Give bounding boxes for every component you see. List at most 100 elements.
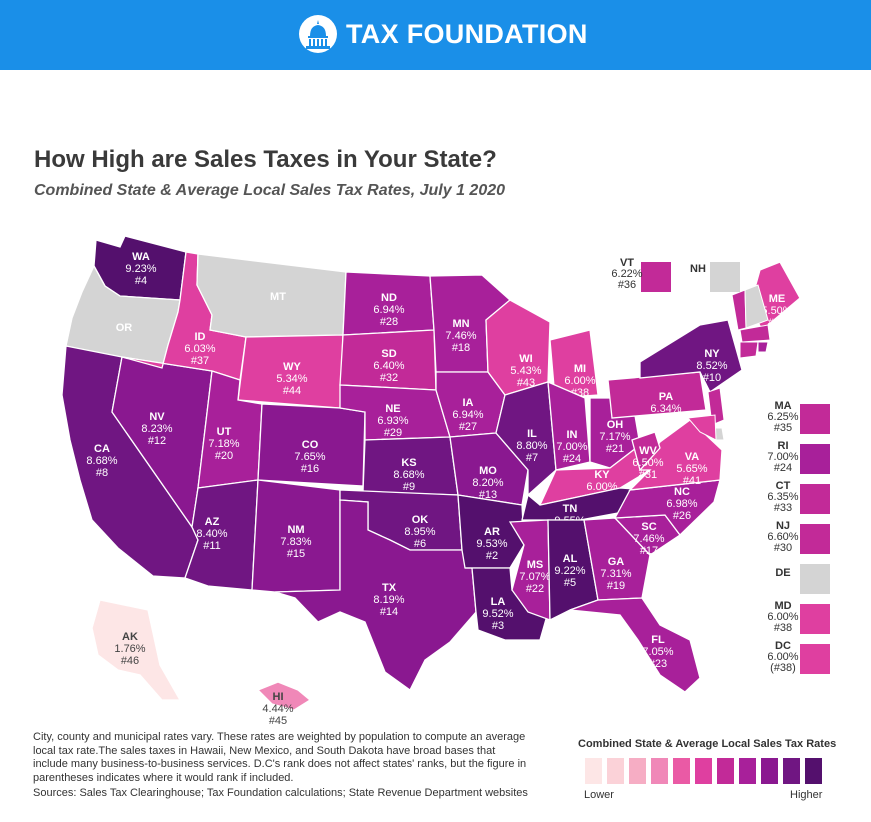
map-subtitle: Combined State & Average Local Sales Tax… [34,182,506,199]
state-rank-me: #42 [768,317,786,329]
state-shape-va[interactable] [628,419,723,491]
state-shape-vt[interactable] [731,289,747,331]
state-wv[interactable]: WV6.50%#31 [631,431,664,481]
state-abbr-wv: WV [639,445,657,457]
callout-swatch-dc[interactable] [800,644,830,674]
state-shape-la[interactable] [465,567,549,641]
state-mo[interactable]: MO8.20%#13 [449,432,529,506]
callout-ct[interactable]: CT6.35%#33 [767,480,830,514]
state-ak[interactable]: AK1.76%#46 [91,599,182,701]
state-rank-nd: #28 [380,316,398,328]
callout-de[interactable]: DE [775,564,830,594]
state-abbr-hi: HI [273,691,284,703]
state-shape-mo[interactable] [449,432,529,506]
callout-swatch-de[interactable] [800,564,830,594]
state-abbr-tn: TN [563,503,578,515]
state-abbr-ca: CA [94,443,110,455]
state-rate-wy: 5.34% [276,373,307,385]
state-mn[interactable]: MN7.46%#18 [429,274,511,373]
state-ny[interactable]: NY8.52%#10 [639,319,743,393]
state-rank-nm: #15 [287,548,305,560]
state-shape-tx[interactable] [274,499,477,691]
state-rank-ok: #6 [414,538,426,550]
state-shape-ct[interactable] [739,341,759,359]
callout-swatch-nj[interactable] [800,524,830,554]
state-co[interactable]: CO7.65%#16 [257,403,366,487]
state-tx[interactable]: TX8.19%#14 [274,499,477,691]
state-rate-ga: 7.31% [600,568,631,580]
callout-rank-ct: #33 [774,502,792,514]
state-shape-hi[interactable] [256,681,312,711]
state-shape-ny[interactable] [639,319,743,393]
state-rate-mi: 6.00% [564,375,595,387]
state-shape-mi[interactable] [549,329,599,399]
state-shape-ma[interactable] [739,324,771,343]
state-rate-ny: 8.52% [696,360,727,372]
callout-swatch-md[interactable] [800,604,830,634]
state-abbr-ga: GA [608,556,625,568]
state-shape-ak[interactable] [91,599,182,701]
state-shape-wv[interactable] [631,431,661,472]
state-nd[interactable]: ND6.94%#28 [342,271,435,336]
callout-ma[interactable]: MA6.25%#35 [767,400,830,434]
state-wy[interactable]: WY5.34%#44 [237,334,344,409]
callout-rank-ri: #24 [774,462,792,474]
callout-swatch-ri[interactable] [800,444,830,474]
state-ms[interactable]: MS7.07%#22 [508,519,551,621]
callout-md[interactable]: MD6.00%#38 [767,600,830,634]
state-fl[interactable]: FL7.05%#23 [569,597,701,693]
state-va[interactable]: VA5.65%#41 [628,419,723,491]
state-rate-ut: 7.18% [208,438,239,450]
state-sd[interactable]: SD6.40%#32 [339,329,437,391]
brand-logo[interactable]: TAX FOUNDATION [298,12,588,56]
callout-vt[interactable]: VT6.22%#36 [611,257,671,292]
header-bar: TAX FOUNDATION [0,0,871,70]
state-ks[interactable]: KS8.68%#9 [362,436,459,496]
state-shape-co[interactable] [257,403,366,487]
state-nm[interactable]: NM7.83%#15 [251,479,341,593]
state-ar[interactable]: AR9.53%#2 [457,494,525,569]
brand-name: TAX FOUNDATION [346,18,588,49]
state-rate-fl: 7.05% [642,646,673,658]
state-rank-ny: #10 [703,372,721,384]
state-abbr-mt: MT [270,291,286,303]
callout-swatch-ma[interactable] [800,404,830,434]
state-in[interactable]: IN7.00%#24 [547,380,591,471]
state-abbr-nv: NV [149,411,165,423]
state-shape-ri[interactable] [757,341,769,353]
callout-rate-dc: 6.00% [767,651,798,663]
callout-swatch-nh[interactable] [710,262,740,292]
state-rank-wi: #43 [517,377,535,389]
callout-dc[interactable]: DC6.00%(#38) [767,640,830,674]
state-mt[interactable]: MT [196,253,347,338]
legend-swatch-9 [761,758,778,784]
callout-nh[interactable]: NH [690,262,740,292]
state-rate-al: 9.22% [554,565,585,577]
state-rate-az: 8.40% [196,528,227,540]
state-rate-ms: 7.07% [519,571,550,583]
state-rate-tx: 8.19% [373,594,404,606]
map-title: How High are Sales Taxes in Your State? [34,146,497,173]
state-abbr-wi: WI [519,353,532,365]
state-rank-ak: #46 [121,655,139,667]
state-shape-nh[interactable] [744,284,769,329]
state-la[interactable]: LA9.52%#3 [465,567,549,641]
state-rate-me: 5.50% [761,305,792,317]
legend-swatch-1 [585,758,602,784]
state-shape-fl[interactable] [569,597,701,693]
legend-swatch-8 [739,758,756,784]
state-abbr-wa: WA [132,251,150,263]
state-wi[interactable]: WI5.43%#43 [485,299,551,396]
state-shape-md[interactable] [687,414,717,441]
callout-swatch-vt[interactable] [641,262,671,292]
callout-rank-nj: #30 [774,542,792,554]
callout-ri[interactable]: RI7.00%#24 [767,440,830,474]
state-hi[interactable]: HI4.44%#45 [256,681,312,727]
state-rank-ga: #19 [607,580,625,592]
state-az[interactable]: AZ8.40%#11 [184,479,259,591]
state-abbr-sc: SC [641,521,656,533]
state-abbr-nd: ND [381,292,397,304]
state-wa[interactable]: WA9.23%#4 [93,235,187,301]
callout-nj[interactable]: NJ6.60%#30 [767,520,830,554]
callout-swatch-ct[interactable] [800,484,830,514]
